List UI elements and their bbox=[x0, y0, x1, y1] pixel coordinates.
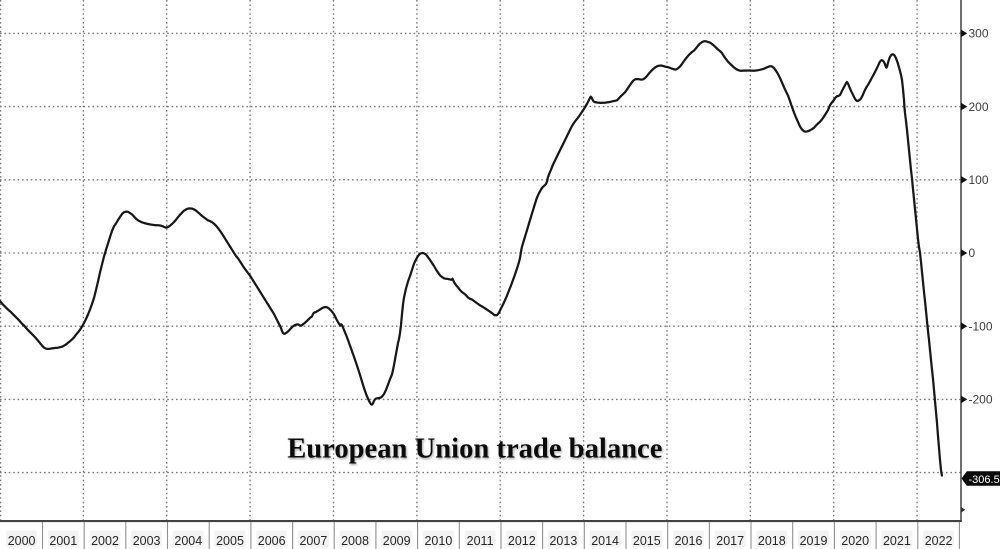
svg-text:2005: 2005 bbox=[216, 534, 244, 548]
svg-text:2020: 2020 bbox=[841, 534, 869, 548]
svg-text:2000: 2000 bbox=[8, 534, 36, 548]
svg-text:2012: 2012 bbox=[508, 534, 536, 548]
svg-text:-100: -100 bbox=[969, 319, 993, 333]
svg-text:2001: 2001 bbox=[49, 534, 77, 548]
svg-text:2015: 2015 bbox=[633, 534, 661, 548]
svg-text:2018: 2018 bbox=[758, 534, 786, 548]
svg-text:2014: 2014 bbox=[591, 534, 619, 548]
svg-text:100: 100 bbox=[969, 173, 989, 187]
svg-text:European Union trade balance: European Union trade balance bbox=[287, 434, 662, 465]
svg-text:2010: 2010 bbox=[424, 534, 452, 548]
svg-text:2009: 2009 bbox=[383, 534, 411, 548]
svg-text:2003: 2003 bbox=[133, 534, 161, 548]
svg-text:2019: 2019 bbox=[800, 534, 828, 548]
svg-text:-306.5: -306.5 bbox=[969, 474, 1000, 486]
svg-text:2008: 2008 bbox=[341, 534, 369, 548]
svg-text:2017: 2017 bbox=[716, 534, 744, 548]
svg-text:2022: 2022 bbox=[925, 534, 953, 548]
svg-text:-200: -200 bbox=[969, 393, 993, 407]
svg-text:0: 0 bbox=[969, 246, 976, 260]
svg-text:2021: 2021 bbox=[883, 534, 911, 548]
svg-text:2011: 2011 bbox=[467, 534, 494, 548]
svg-text:2006: 2006 bbox=[258, 534, 286, 548]
svg-text:200: 200 bbox=[969, 100, 989, 114]
svg-text:300: 300 bbox=[969, 27, 989, 41]
svg-text:2002: 2002 bbox=[91, 534, 119, 548]
svg-text:2016: 2016 bbox=[675, 534, 703, 548]
svg-text:2013: 2013 bbox=[549, 534, 577, 548]
svg-text:2007: 2007 bbox=[299, 534, 327, 548]
svg-text:2004: 2004 bbox=[174, 534, 202, 548]
